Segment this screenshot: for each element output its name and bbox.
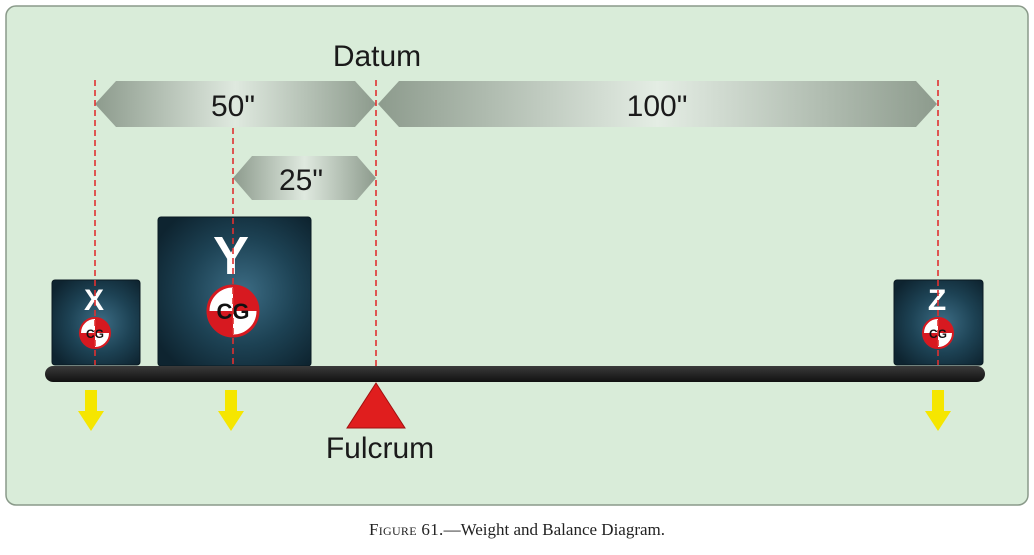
dimension-y-to-datum: 25" (233, 156, 376, 200)
fulcrum-triangle (346, 382, 406, 429)
fulcrum-label: Fulcrum (326, 432, 434, 465)
weight-x-label: X (84, 284, 104, 317)
force-arrow-x (78, 390, 104, 431)
weight-z-label: Z (928, 284, 946, 317)
dimension-x-to-datum: 50" (95, 81, 376, 127)
weight-y-label: Y (213, 226, 249, 286)
figure-title: —Weight and Balance Diagram. (443, 520, 666, 539)
figure-number: Figure 61. (368, 520, 444, 539)
force-arrow-z (925, 390, 951, 431)
dimension-label-50: 50" (211, 90, 255, 123)
weight-x: X CG (51, 279, 141, 366)
dimension-label-25: 25" (279, 164, 323, 197)
dimension-datum-to-z: 100" (378, 81, 937, 127)
balance-beam (45, 366, 985, 382)
reference-lines (94, 80, 939, 366)
force-arrow-y (218, 390, 244, 431)
figure-caption: Figure 61.—Weight and Balance Diagram. (0, 520, 1034, 540)
weight-y: Y CG (157, 216, 312, 367)
weight-balance-diagram: Datum 50" 100" 25" X CG Y CG (5, 5, 1029, 506)
datum-label: Datum (333, 40, 421, 73)
dimension-label-100: 100" (627, 90, 688, 123)
